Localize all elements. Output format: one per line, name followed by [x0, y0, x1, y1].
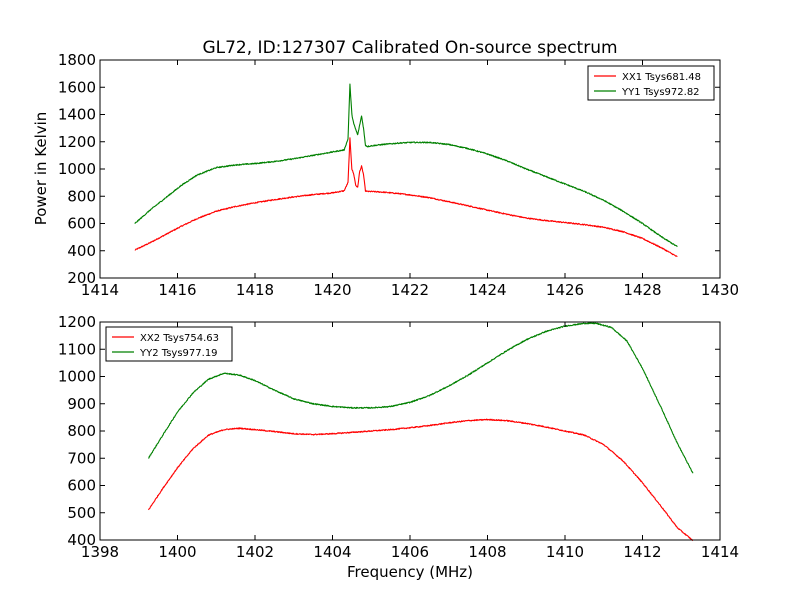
x-tick-label: 1430: [701, 281, 739, 299]
x-tick-label: 1420: [313, 281, 351, 299]
figure-title: GL72, ID:127307 Calibrated On-source spe…: [202, 38, 617, 58]
top-spectrum-plot: 1414 1416 1418 1420 1422 1424 1426 1428 1430 200 4…: [58, 51, 739, 299]
legend: XX2 Tsys754.63 YY2 Tsys977.19: [105, 326, 233, 362]
x-tick-label: 1406: [391, 543, 429, 561]
x-tick-label: 1408: [468, 543, 506, 561]
x-tick-label: 1422: [391, 281, 429, 299]
x-tick-label: 1404: [313, 543, 351, 561]
x-tick-label: 1414: [701, 543, 739, 561]
x-tick-label: 1418: [236, 281, 274, 299]
y-tick-label: 400: [67, 242, 96, 260]
x-tick-label: 1412: [623, 543, 661, 561]
y-tick-label: 900: [67, 395, 96, 413]
x-tick-label: 1410: [546, 543, 584, 561]
bottom-spectrum-plot: 1398 1400 1402 1404 1406 1408 1410 1412 1414 400 5…: [58, 313, 739, 561]
y-tick-label: 1800: [58, 51, 96, 69]
x-tick-label: 1416: [158, 281, 196, 299]
y-tick-label: 1000: [58, 368, 96, 386]
y-tick-label: 600: [67, 477, 96, 495]
y-tick-label: 1200: [58, 133, 96, 151]
x-tick-label: 1424: [468, 281, 506, 299]
y-tick-label: 800: [67, 422, 96, 440]
x-axis-label: Frequency (MHz): [347, 563, 473, 581]
legend-box: [587, 65, 715, 101]
series-line-green-0: [134, 83, 678, 248]
x-tick-label: 1426: [546, 281, 584, 299]
y-tick-label: 800: [67, 187, 96, 205]
y-tick-label: 700: [67, 449, 96, 467]
series-line-red-1: [147, 418, 694, 542]
x-tick-label: 1398: [81, 543, 119, 561]
y-tick-label: 1400: [58, 106, 96, 124]
legend-entry: XX1 Tsys681.48: [622, 72, 701, 83]
y-tick-label: 1200: [58, 313, 96, 331]
y-tick-label: 1600: [58, 78, 96, 96]
legend: XX1 Tsys681.48 YY1 Tsys972.82: [587, 65, 715, 101]
y-tick-label: 1100: [58, 340, 96, 358]
series-line-red-0: [134, 137, 678, 258]
x-tick-label: 1402: [236, 543, 274, 561]
y-tick-label: 1000: [58, 160, 96, 178]
y-tick-label: 400: [67, 531, 96, 549]
x-tick-label: 1428: [623, 281, 661, 299]
legend-entry: YY2 Tsys977.19: [139, 348, 218, 359]
x-tick-label: 1414: [81, 281, 119, 299]
legend-box: [105, 326, 233, 362]
y-tick-label: 200: [67, 269, 96, 287]
legend-entry: XX2 Tsys754.63: [140, 333, 219, 344]
y-tick-label: 600: [67, 215, 96, 233]
y-axis-label: Power in Kelvin: [32, 112, 50, 226]
y-tick-label: 500: [67, 504, 96, 522]
x-tick-label: 1400: [158, 543, 196, 561]
legend-entry: YY1 Tsys972.82: [621, 87, 700, 98]
series-line-green-1: [148, 322, 694, 474]
